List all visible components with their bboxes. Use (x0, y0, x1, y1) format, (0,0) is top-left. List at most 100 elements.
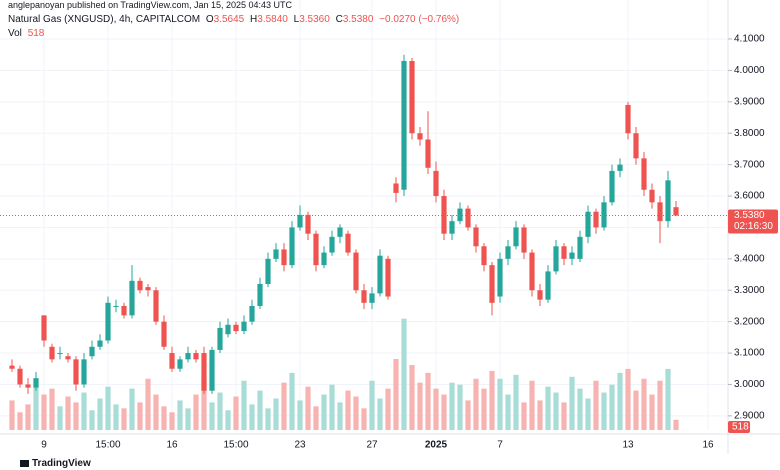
volume-bar (265, 408, 271, 430)
y-tick-label: 2.9000 (734, 411, 765, 422)
volume-bar (353, 396, 359, 430)
volume-bar (9, 400, 15, 430)
volume-bar (585, 398, 591, 430)
close-value: 3.5380 (342, 14, 374, 25)
volume-bar (577, 388, 583, 430)
volume-bar (33, 384, 39, 430)
last-price-tag (728, 209, 778, 234)
y-tick-label: 3.2000 (734, 316, 765, 327)
volume-bar (593, 380, 599, 430)
candle-body (649, 189, 655, 203)
candle-body (225, 324, 231, 335)
volume-tag-label: 518 (732, 422, 749, 433)
candle-body (89, 346, 95, 357)
volume-bar (521, 402, 527, 430)
volume-bar (393, 359, 399, 430)
volume-bar (409, 364, 415, 430)
y-tick-label: 3.9000 (734, 96, 765, 107)
brand-text: TradingView (32, 458, 91, 469)
volume-bar (65, 396, 71, 430)
candle-body (185, 353, 191, 360)
volume-bar (609, 384, 615, 430)
close-label: C (335, 14, 343, 25)
x-tick-label: 27 (366, 440, 378, 451)
volume-bar (665, 368, 671, 430)
candle-body (425, 139, 431, 168)
x-tick-label: 9 (41, 440, 47, 451)
x-tick-label: 16 (166, 440, 178, 451)
candle-body (393, 183, 399, 193)
candle-body (249, 305, 255, 322)
y-tick-label: 4.0000 (734, 65, 765, 76)
volume-bar (569, 376, 575, 430)
candle-body (369, 293, 375, 303)
candle-body (505, 246, 511, 259)
candle-body (57, 353, 63, 355)
volume-bar (385, 388, 391, 430)
x-tick-label: 15:00 (223, 440, 248, 451)
candle-body (497, 258, 503, 297)
volume-bar (281, 382, 287, 430)
volume-bar (241, 380, 247, 430)
volume-bar (489, 370, 495, 430)
volume-bar (337, 402, 343, 430)
candle-body (665, 180, 671, 222)
candle-body (353, 252, 359, 291)
candle-body (625, 104, 631, 134)
candle-body (33, 378, 39, 388)
high-value: 3.5840 (257, 14, 288, 25)
volume-bar (137, 402, 143, 430)
candle-body (449, 221, 455, 234)
volume-bar (473, 378, 479, 430)
volume-bar (449, 382, 455, 430)
volume-bar (177, 400, 183, 430)
brand-logo[interactable]: TradingView (20, 458, 91, 469)
candle-body (537, 290, 543, 300)
volume-bar (185, 408, 191, 430)
volume-bar (113, 404, 119, 430)
volume-bar (545, 386, 551, 430)
volume-bar (129, 388, 135, 430)
x-tick-label: 15:00 (95, 440, 120, 451)
volume-bar (209, 402, 215, 430)
volume-bar (345, 390, 351, 430)
candle-body (297, 214, 303, 228)
candle-body (105, 302, 111, 341)
candle-body (73, 359, 79, 385)
candle-body (585, 211, 591, 237)
candle-body (129, 280, 135, 316)
candle-body (329, 236, 335, 253)
volume-bar (297, 400, 303, 430)
publisher-line: anglepanoyan published on TradingView.co… (8, 0, 293, 10)
candle-body (473, 227, 479, 247)
y-tick-label: 3.1000 (734, 348, 765, 359)
last-price-label: 3.5380 (734, 210, 765, 221)
candle-body (433, 170, 439, 197)
volume-bar (537, 400, 543, 430)
candle-body (401, 60, 407, 190)
volume-bar (369, 380, 375, 430)
volume-bar (513, 374, 519, 430)
candle-body (113, 305, 119, 307)
volume-bar (361, 408, 367, 430)
volume-bar (217, 392, 223, 430)
candle-body (481, 246, 487, 266)
candle-body (169, 353, 175, 369)
change: −0.0270 (−0.76%) (379, 14, 460, 25)
x-tick-label: 13 (622, 440, 634, 451)
candle-body (617, 164, 623, 171)
volume-bar (249, 404, 255, 430)
countdown-label: 02:16:30 (734, 221, 773, 232)
volume-bar (233, 396, 239, 430)
candle-body (137, 280, 143, 291)
volume-bar (81, 392, 87, 430)
volume-bar (617, 372, 623, 430)
candle-body (241, 321, 247, 332)
candle-body (633, 133, 639, 159)
candle-body (289, 227, 295, 266)
volume-bar (505, 394, 511, 430)
volume-bar (433, 388, 439, 430)
volume-bar (97, 398, 103, 430)
volume-bar (457, 384, 463, 430)
